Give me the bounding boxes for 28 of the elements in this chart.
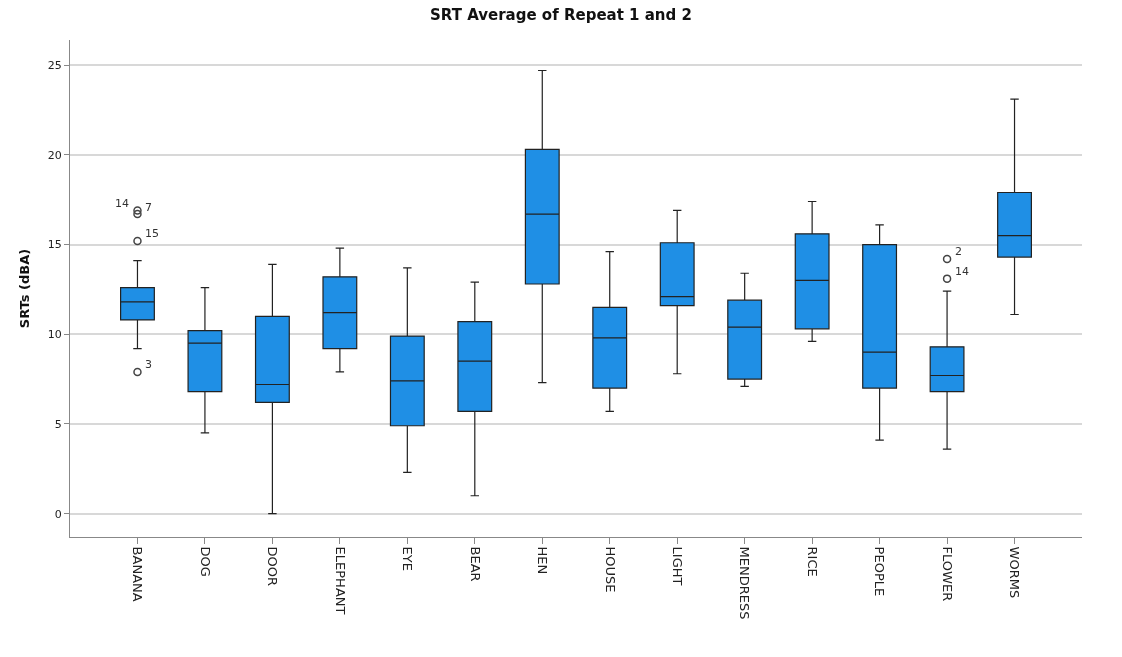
x-tick-label: RICE bbox=[804, 546, 820, 577]
y-tick-label: 0 bbox=[54, 507, 62, 521]
annotation: 15 bbox=[145, 227, 159, 240]
x-tick-label: LIGHT bbox=[669, 546, 685, 586]
annotation: 7 bbox=[145, 201, 152, 214]
x-tick-label: PEOPLE bbox=[872, 546, 888, 597]
y-tick-label: 10 bbox=[47, 328, 62, 342]
y-tick-label: 25 bbox=[47, 58, 62, 72]
x-tick-label: HEN bbox=[535, 546, 551, 575]
annotation: 3 bbox=[145, 358, 152, 371]
y-tick-label: 20 bbox=[47, 148, 62, 162]
x-tick-label: FLOWER bbox=[939, 546, 955, 602]
y-tick-label: 15 bbox=[47, 238, 62, 252]
x-tick-label: DOG bbox=[197, 546, 213, 577]
x-tick-label: BANANA bbox=[130, 546, 146, 602]
y-tick-label: 5 bbox=[54, 417, 62, 431]
x-tick-label: BEAR bbox=[467, 546, 483, 582]
x-tick-label: WORMS bbox=[1007, 546, 1023, 599]
x-tick-label: ELEPHANT bbox=[332, 546, 348, 615]
x-tick-label: HOUSE bbox=[602, 546, 618, 593]
annotation: 2 bbox=[955, 245, 962, 258]
x-tick-label: DOOR bbox=[265, 546, 281, 587]
x-tick-label: EYE bbox=[400, 546, 416, 571]
chart-title: SRT Average of Repeat 1 and 2 bbox=[430, 6, 692, 25]
x-tick-label: MENDRESS bbox=[737, 546, 753, 620]
annotation: 14 bbox=[115, 197, 129, 210]
annotation: 14 bbox=[955, 265, 969, 278]
y-axis-title: SRTs (dBA) bbox=[16, 248, 32, 329]
